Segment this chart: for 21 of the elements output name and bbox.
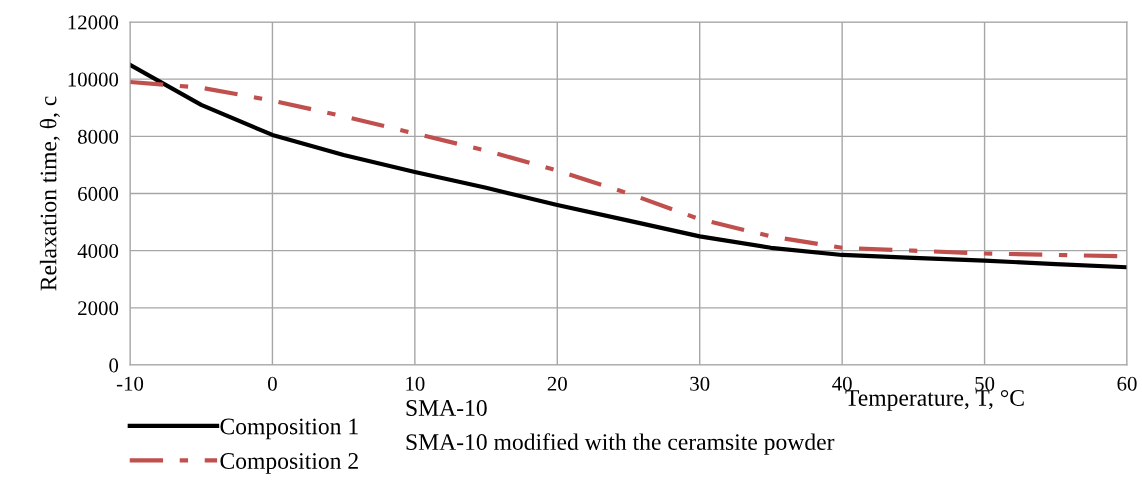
- x-tick-label: 0: [268, 376, 277, 391]
- legend-label: Composition 2: [220, 453, 358, 474]
- text: SMA-10 modified with the ceramsite powder: [406, 433, 835, 455]
- x-tick-label: 60: [1117, 376, 1137, 391]
- x-tick-label: 40: [832, 376, 852, 391]
- y-tick-label: 6000: [78, 186, 119, 201]
- x-tick-label: 30: [690, 376, 710, 391]
- y-tick-label: 10000: [68, 72, 119, 87]
- y-tick-label: 2000: [78, 301, 119, 316]
- legend-label: Composition 1: [220, 418, 358, 440]
- text: SMA-10: [406, 399, 487, 416]
- y-axis-title: Relaxation time, θ, c: [39, 96, 60, 291]
- x-tick-label: 20: [547, 376, 567, 391]
- x-tick-label: 50: [975, 376, 995, 391]
- x-axis-title: Temperature, T, °C: [845, 389, 1024, 411]
- x-tick-label: 10: [406, 376, 425, 391]
- y-tick-label: 12000: [68, 15, 119, 30]
- y-tick-label: 8000: [78, 129, 119, 144]
- x-tick-label: -10: [116, 376, 144, 391]
- y-tick-label: 4000: [77, 244, 119, 259]
- y-tick-label: 0: [109, 358, 119, 373]
